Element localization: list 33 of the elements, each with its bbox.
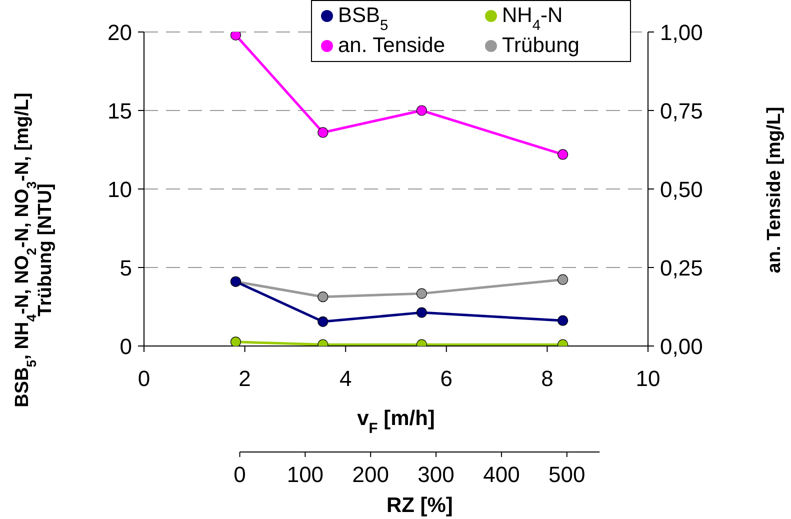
legend-label: BSB$_{5}$ — [338, 4, 388, 34]
point — [416, 105, 428, 116]
x-axis-title: v$_{F}$ [m/h] — [357, 407, 435, 437]
x-tick-label: 2 — [238, 366, 251, 391]
x2-tick-label: 200 — [352, 462, 389, 487]
x2-tick-label: 100 — [286, 462, 324, 487]
point — [558, 149, 568, 160]
y-tick-label: 0 — [120, 334, 132, 359]
y-tick-label: 20 — [108, 20, 132, 45]
legend-label: Trübung — [502, 34, 580, 57]
x-tick-label: 8 — [541, 366, 554, 391]
y2-tick-label: 0,50 — [660, 177, 703, 202]
x2-tick-label: 400 — [483, 462, 520, 487]
legend-label: an. Tenside — [338, 34, 446, 57]
y2-tick-label: 0,75 — [660, 98, 703, 124]
y2-tick-label: 1,00 — [660, 20, 703, 45]
point — [318, 127, 328, 138]
x-tick-label: 6 — [440, 366, 453, 391]
y-tick-label: 5 — [120, 256, 132, 280]
x2-axis-title: RZ [%] — [386, 494, 453, 517]
x-tick-label: 0 — [138, 366, 150, 391]
y2-axis-title: an. Tenside [mg/L] — [764, 106, 785, 274]
x-tick-label: 4 — [339, 366, 352, 391]
x-tick-label: 10 — [636, 366, 660, 391]
legend-label: NH$_{4}$-N — [502, 4, 563, 34]
y2-tick-label: 0,25 — [660, 256, 703, 280]
point — [230, 32, 242, 40]
y-tick-label: 15 — [108, 98, 132, 124]
x2-tick-label: 0 — [234, 462, 246, 487]
y-tick-label: 10 — [108, 177, 132, 202]
x2-tick-label: 300 — [418, 462, 454, 487]
y2-tick-label: 0,00 — [660, 334, 703, 359]
x2-tick-label: 500 — [548, 462, 586, 487]
